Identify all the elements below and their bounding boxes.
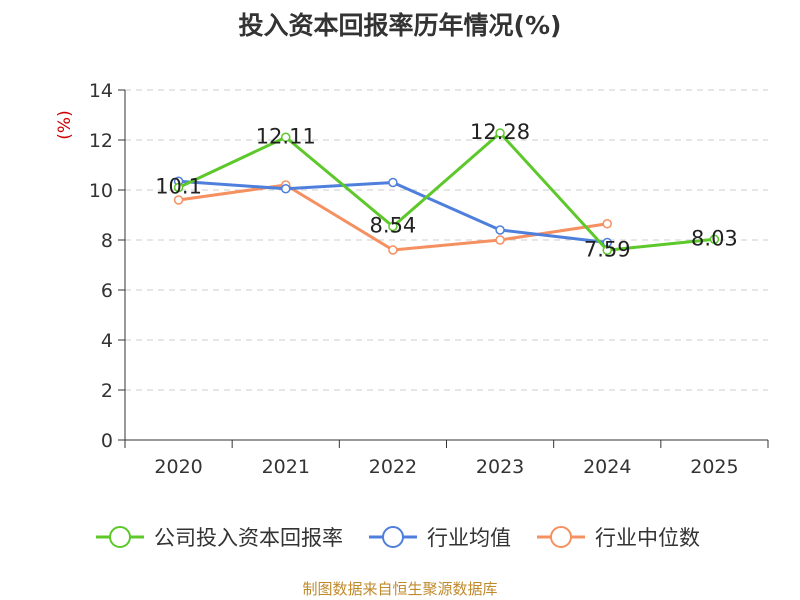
legend-marker xyxy=(109,526,131,548)
data-label: 10.1 xyxy=(155,175,202,199)
legend-marker xyxy=(382,526,404,548)
series-line xyxy=(177,131,715,252)
x-tick-label: 2021 xyxy=(262,456,310,478)
y-tick-label: 10 xyxy=(89,180,113,202)
legend-label: 行业均值 xyxy=(427,526,511,550)
legend-marker xyxy=(550,526,572,548)
data-point xyxy=(602,219,612,229)
data-point xyxy=(281,184,291,194)
data-point xyxy=(709,234,720,244)
data-point xyxy=(173,182,184,193)
data-labels: 10.1 12.11 8.54 12.28 7.59 8.03 xyxy=(155,120,738,261)
data-label: 8.03 xyxy=(691,226,738,250)
y-tick-label: 0 xyxy=(101,430,113,452)
legend: 公司投入资本回报率 行业均值 行业中位数 xyxy=(96,526,700,550)
x-tick-label: 2020 xyxy=(154,456,202,478)
legend-label: 行业中位数 xyxy=(595,526,700,550)
grid-lines xyxy=(125,89,768,391)
data-point xyxy=(495,128,505,138)
axes: 0 2 4 6 8 10 12 14 2020 2021 2022 2023 2024 2025 xyxy=(89,80,769,478)
data-label: 12.11 xyxy=(256,124,316,148)
y-tick-label: 14 xyxy=(89,80,113,102)
y-axis-label: (%) xyxy=(55,110,75,139)
source-note: 制图数据来自恒生聚源数据库 xyxy=(302,580,498,598)
data-label: 8.54 xyxy=(370,214,417,238)
y-tick-label: 12 xyxy=(89,130,113,152)
series-lines xyxy=(173,128,720,255)
data-point xyxy=(388,221,398,232)
data-point xyxy=(173,195,184,205)
legend-label: 公司投入资本回报率 xyxy=(154,526,343,550)
data-point xyxy=(281,132,291,142)
data-point xyxy=(495,225,505,235)
chart-title: 投入资本回报率历年情况(%) xyxy=(238,11,562,40)
data-label: 7.59 xyxy=(584,237,631,261)
y-tick-label: 8 xyxy=(101,230,113,252)
legend-item: 行业均值 xyxy=(369,526,511,550)
data-point xyxy=(602,245,612,255)
data-point xyxy=(388,177,398,188)
series-0 xyxy=(173,128,720,255)
x-tick-label: 2025 xyxy=(690,456,738,478)
legend-item: 行业中位数 xyxy=(537,526,700,550)
legend-item: 公司投入资本回报率 xyxy=(96,526,343,550)
data-label: 12.28 xyxy=(470,120,530,144)
y-tick-label: 4 xyxy=(101,330,113,352)
x-tick-label: 2023 xyxy=(476,456,524,478)
y-tick-label: 6 xyxy=(101,280,113,302)
y-tick-label: 2 xyxy=(101,380,113,402)
data-point xyxy=(388,245,398,255)
data-point xyxy=(495,235,505,245)
x-tick-label: 2022 xyxy=(369,456,417,478)
x-tick-label: 2024 xyxy=(583,456,631,478)
